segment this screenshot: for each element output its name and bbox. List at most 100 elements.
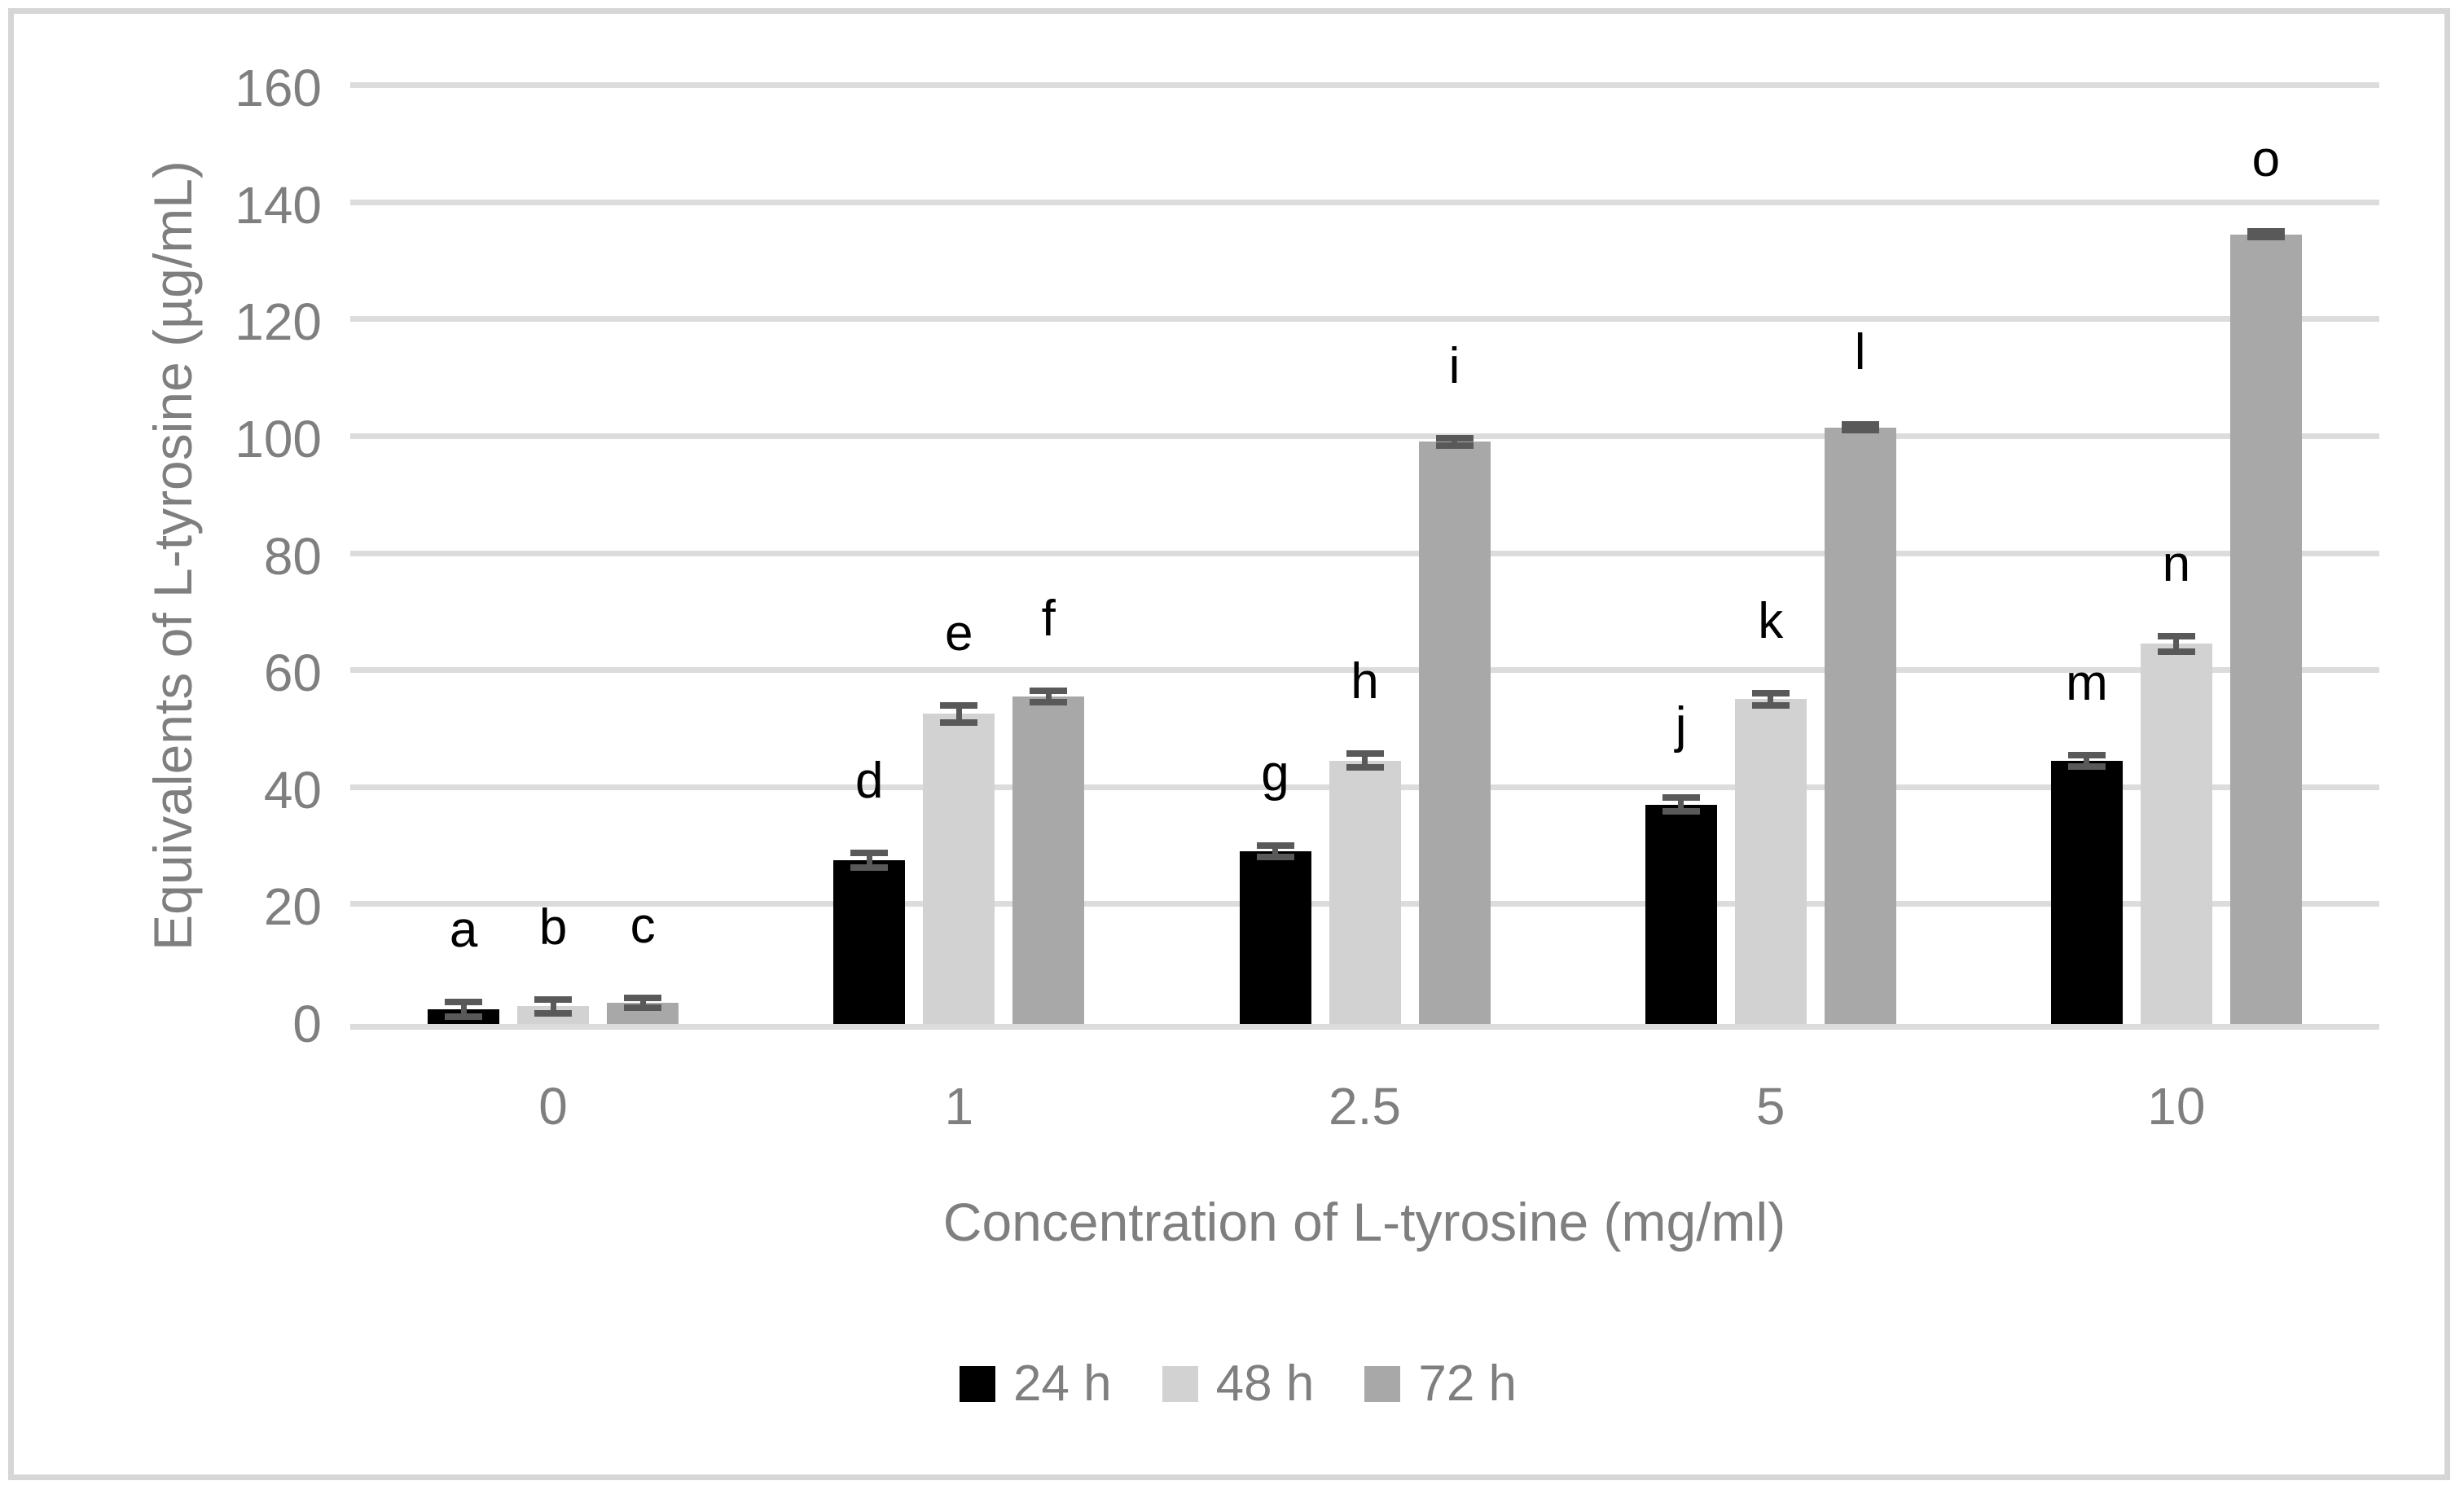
error-bar-cap bbox=[850, 863, 889, 871]
bar-48h-cat1 bbox=[923, 714, 995, 1024]
gridline bbox=[350, 433, 2379, 439]
error-bar-cap bbox=[445, 999, 483, 1006]
error-bar-cap bbox=[940, 719, 978, 727]
gridline bbox=[350, 199, 2379, 205]
y-tick-label: 80 bbox=[263, 526, 322, 586]
x-tick-label: 5 bbox=[1755, 1077, 1785, 1136]
bar-72h-cat5 bbox=[1824, 427, 1896, 1024]
error-bar-cap bbox=[2067, 751, 2106, 758]
gridline bbox=[350, 316, 2379, 323]
significance-letter-o: o bbox=[2251, 130, 2281, 187]
error-bar-cap bbox=[1841, 427, 1879, 434]
error-bar bbox=[1045, 690, 1052, 703]
error-bar-cap bbox=[624, 995, 662, 1002]
error-bar bbox=[955, 705, 962, 723]
error-bar bbox=[1362, 754, 1368, 768]
error-bar-cap bbox=[624, 1004, 662, 1011]
error-bar-cap bbox=[445, 1013, 483, 1020]
error-bar-cap bbox=[2067, 763, 2106, 771]
legend-label: 72 h bbox=[1418, 1356, 1517, 1412]
y-tick-label: 0 bbox=[292, 995, 322, 1053]
significance-letter-b: b bbox=[538, 899, 568, 956]
legend-item-24h: 24 h bbox=[959, 1356, 1112, 1412]
legend-label: 24 h bbox=[1012, 1356, 1112, 1412]
bar-48h-cat10 bbox=[2140, 644, 2212, 1024]
legend-swatch bbox=[1162, 1366, 1198, 1402]
x-tick-label: 1 bbox=[944, 1077, 974, 1136]
error-bar-cap bbox=[940, 701, 978, 709]
significance-letter-d: d bbox=[855, 753, 884, 810]
chart-frame-border bbox=[8, 8, 2450, 1480]
error-bar bbox=[460, 1002, 467, 1017]
x-axis-title: Concentration of L-tyrosine (mg/ml) bbox=[942, 1192, 1786, 1252]
error-bar bbox=[2173, 635, 2180, 652]
bar-24h-cat5 bbox=[1645, 804, 1717, 1024]
significance-letter-j: j bbox=[1675, 697, 1687, 754]
bar-48h-cat2.5 bbox=[1329, 760, 1401, 1024]
y-tick-label: 140 bbox=[235, 175, 322, 235]
error-bar-cap bbox=[850, 850, 889, 857]
error-bar-cap bbox=[1751, 690, 1790, 697]
bar-48h-cat5 bbox=[1734, 699, 1807, 1024]
significance-letter-f: f bbox=[1041, 590, 1056, 647]
bar-72h-cat2.5 bbox=[1418, 442, 1491, 1024]
error-bar-cap bbox=[1256, 841, 1294, 849]
significance-letter-e: e bbox=[945, 604, 973, 661]
error-bar bbox=[1452, 438, 1457, 446]
legend-swatch bbox=[959, 1366, 995, 1402]
error-bar bbox=[1768, 693, 1774, 705]
significance-letter-a: a bbox=[449, 902, 478, 959]
gridline bbox=[350, 667, 2379, 674]
error-bar-cap bbox=[1030, 699, 1068, 706]
error-bar bbox=[2084, 754, 2090, 767]
error-bar-cap bbox=[1030, 687, 1068, 694]
x-tick-label: 2.5 bbox=[1329, 1077, 1401, 1136]
x-tick-label: 0 bbox=[538, 1077, 568, 1136]
legend: 24 h 48 h 72 h bbox=[959, 1356, 1517, 1412]
significance-letter-l: l bbox=[1854, 323, 1866, 380]
significance-letter-h: h bbox=[1351, 653, 1379, 710]
error-bar-cap bbox=[2247, 227, 2285, 235]
y-tick-label: 20 bbox=[263, 877, 322, 937]
error-bar bbox=[866, 853, 872, 868]
significance-letter-n: n bbox=[2162, 535, 2191, 592]
y-tick-label: 100 bbox=[235, 409, 322, 468]
error-bar-cap bbox=[1435, 442, 1474, 449]
error-bar bbox=[550, 999, 556, 1014]
legend-item-48h: 48 h bbox=[1162, 1356, 1315, 1412]
error-bar bbox=[1272, 845, 1278, 858]
error-bar-cap bbox=[2157, 632, 2195, 639]
error-bar-cap bbox=[1346, 764, 1384, 771]
significance-letter-k: k bbox=[1758, 593, 1784, 650]
error-bar-cap bbox=[1662, 794, 1700, 802]
error-bar-cap bbox=[1256, 854, 1294, 861]
x-axis-baseline bbox=[350, 1024, 2379, 1030]
error-bar-cap bbox=[534, 1010, 573, 1017]
error-bar-cap bbox=[534, 995, 573, 1003]
error-bar-cap bbox=[2157, 648, 2195, 655]
significance-letter-m: m bbox=[2066, 654, 2108, 711]
legend-label: 48 h bbox=[1215, 1356, 1315, 1412]
bar-72h-cat10 bbox=[2229, 234, 2302, 1024]
error-bar-cap bbox=[1841, 420, 1879, 428]
y-tick-label: 120 bbox=[235, 292, 322, 352]
error-bar bbox=[639, 998, 646, 1008]
legend-item-72h: 72 h bbox=[1364, 1359, 1517, 1409]
y-tick-label: 160 bbox=[235, 59, 322, 117]
bar-24h-cat10 bbox=[2050, 760, 2123, 1024]
bar-24h-cat1 bbox=[833, 859, 906, 1024]
gridline bbox=[350, 82, 2379, 88]
gridline bbox=[350, 550, 2379, 556]
y-tick-label: 60 bbox=[263, 644, 322, 703]
error-bar-cap bbox=[2247, 234, 2285, 241]
significance-letter-g: g bbox=[1261, 745, 1289, 802]
error-bar-cap bbox=[1435, 435, 1474, 442]
x-tick-label: 10 bbox=[2147, 1077, 2206, 1136]
bar-72h-cat1 bbox=[1012, 696, 1085, 1024]
y-axis-title: Equivalents of L-tyrosine (µg/mL) bbox=[143, 160, 203, 951]
bar-24h-cat2.5 bbox=[1239, 851, 1311, 1024]
error-bar-cap bbox=[1346, 750, 1384, 758]
legend-swatch bbox=[1364, 1366, 1401, 1402]
error-bar-cap bbox=[1662, 808, 1700, 815]
